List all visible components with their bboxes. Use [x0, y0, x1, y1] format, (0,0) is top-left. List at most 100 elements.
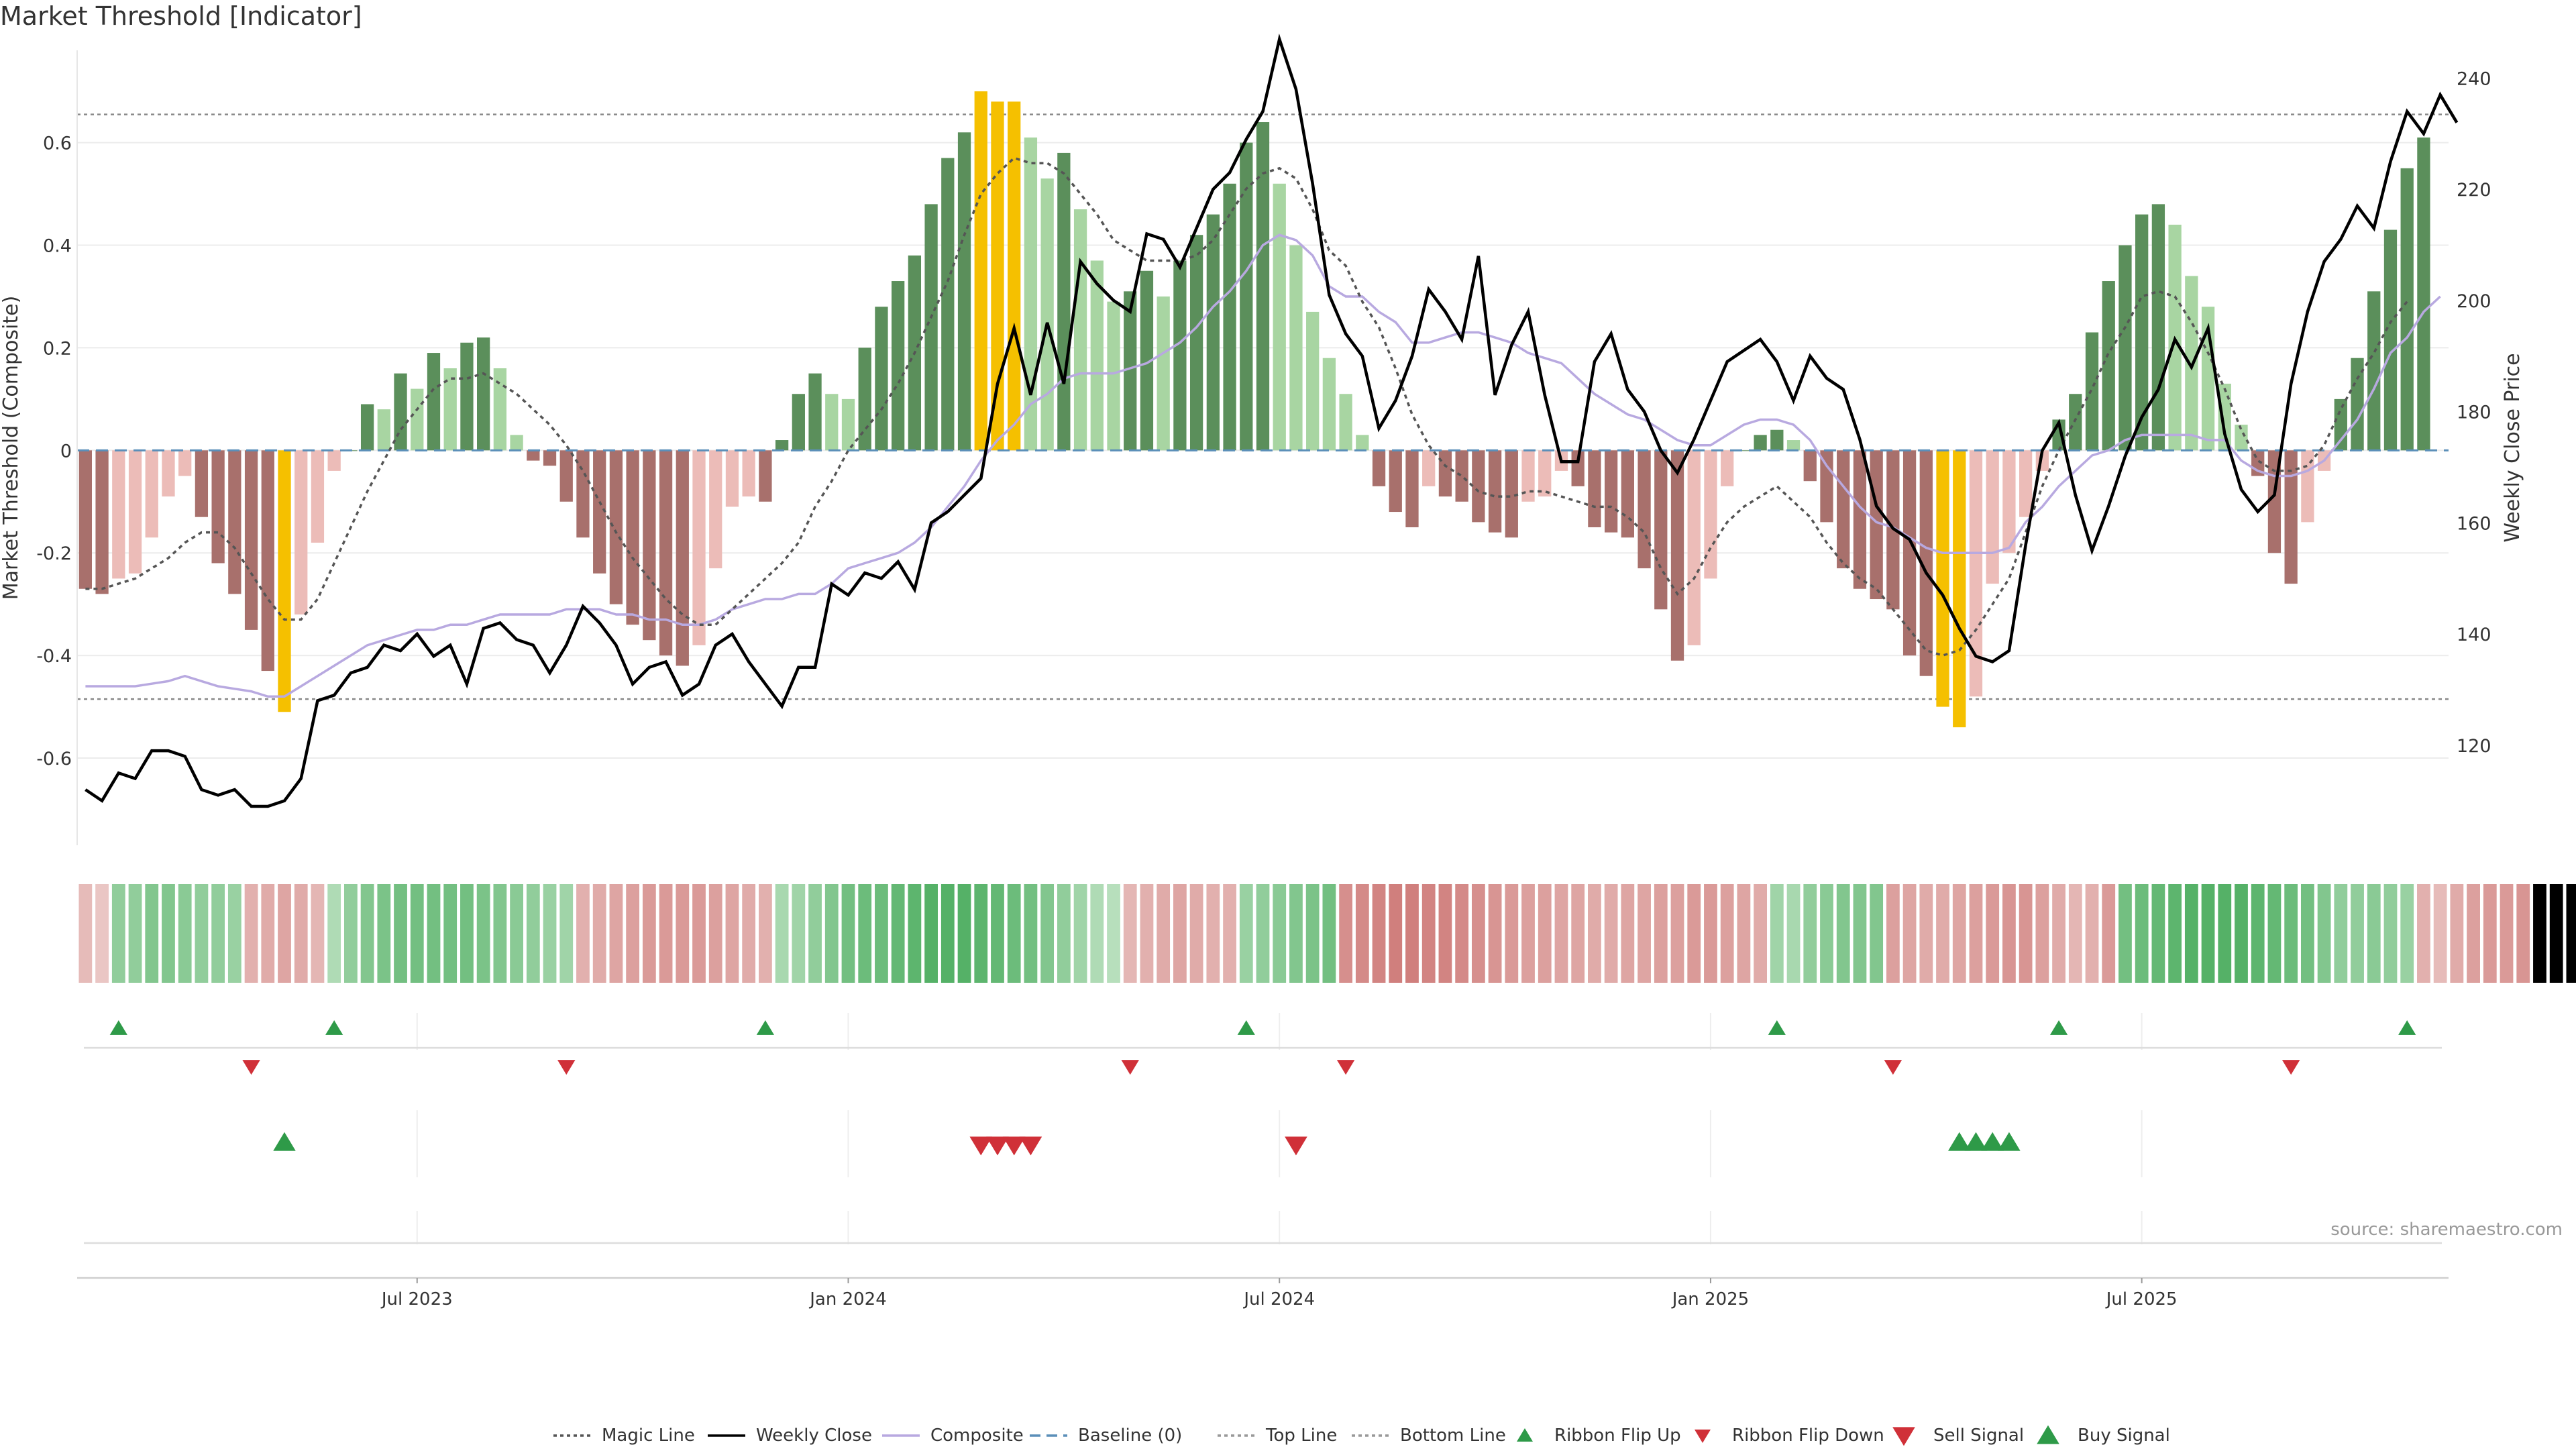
ribbon-cell	[493, 884, 507, 983]
ribbon-cell	[1853, 884, 1867, 983]
composite-bar	[78, 450, 93, 589]
ribbon-cell	[1654, 884, 1668, 983]
left-axis-label: Market Threshold (Composite)	[0, 296, 23, 600]
legend-label: Bottom Line	[1400, 1426, 1506, 1446]
composite-bar	[1140, 270, 1154, 451]
buy-signal-marker	[1964, 1132, 1988, 1151]
ribbon-cell	[2102, 884, 2116, 983]
composite-bar	[1969, 450, 1983, 697]
legend-label: Baseline (0)	[1078, 1426, 1182, 1446]
composite-bar	[1505, 450, 1518, 538]
legend-label: Buy Signal	[2078, 1426, 2170, 1446]
legend-item: Weekly Close	[708, 1426, 872, 1446]
composite-bar	[1754, 435, 1767, 451]
composite-bar	[2417, 137, 2430, 451]
composite-bar	[1073, 209, 1087, 451]
composite-bar	[2118, 245, 2132, 451]
composite-bar	[2383, 229, 2398, 451]
ribbon-flip-up-marker	[325, 1020, 343, 1035]
ribbon-cell	[858, 884, 872, 983]
composite-bar	[2151, 204, 2165, 451]
ribbon-cell	[2467, 884, 2480, 983]
ribbon-cell	[227, 884, 241, 983]
ribbon-cell	[1803, 884, 1817, 983]
composite-bar	[1721, 450, 1734, 486]
ribbon-cell	[2483, 884, 2497, 983]
composite-bar	[991, 101, 1004, 451]
composite-bar	[427, 353, 441, 451]
right-tick-label: 240	[2457, 68, 2491, 89]
buy-signal-marker	[1947, 1132, 1971, 1151]
right-tick-label: 160	[2457, 513, 2491, 534]
composite-bar	[2284, 450, 2298, 584]
ribbon-cell	[410, 884, 424, 983]
ribbon-cell	[576, 884, 590, 983]
ribbon-cell	[1720, 884, 1734, 983]
ribbon-cell	[908, 884, 922, 983]
ribbon-cell	[1621, 884, 1635, 983]
ribbon-cell	[2184, 884, 2198, 983]
composite-bar	[261, 450, 274, 672]
composite-bar	[559, 450, 573, 502]
composite-bar	[394, 373, 407, 451]
buy-signal-marker	[1981, 1132, 2004, 1151]
x-tick-label: Jan 2025	[1671, 1289, 1750, 1309]
ribbon-cell	[1902, 884, 1917, 983]
ribbon-cell	[1073, 884, 1087, 983]
composite-bar	[1438, 450, 1452, 497]
ribbon-cell	[1223, 884, 1236, 983]
ribbon-flip-down-marker	[1884, 1060, 1902, 1075]
ribbon-cell	[742, 884, 756, 983]
composite-bar	[858, 347, 871, 451]
x-tick-label: Jan 2024	[808, 1289, 887, 1309]
ribbon-cell	[1554, 884, 1568, 983]
ribbon-cell	[2035, 884, 2049, 983]
ribbon-cell	[1157, 884, 1171, 983]
composite-bar	[759, 450, 772, 502]
ribbon-cell	[792, 884, 806, 983]
left-tick-label: -0.2	[36, 543, 72, 564]
composite-bar	[178, 450, 192, 476]
composite-bar	[278, 450, 291, 712]
composite-bar	[2218, 383, 2231, 451]
composite-bar	[1289, 245, 1303, 451]
composite-bar	[510, 435, 523, 451]
ribbon-cell	[1786, 884, 1801, 983]
ribbon-cell	[343, 884, 358, 983]
composite-bar	[1256, 122, 1270, 451]
composite-bar	[1372, 450, 1386, 486]
composite-bar	[1638, 450, 1651, 569]
composite-bar	[543, 450, 557, 466]
ribbon-cell	[1040, 884, 1055, 983]
ribbon-cell	[476, 884, 490, 983]
ribbon-cell	[875, 884, 888, 983]
composite-bar	[2334, 398, 2347, 451]
ribbon-cell	[2500, 884, 2514, 983]
composite-bar	[892, 281, 905, 451]
ribbon-cell	[824, 884, 839, 983]
ribbon-cell	[2367, 884, 2381, 983]
ribbon-cell	[1737, 884, 1751, 983]
left-tick-label: 0	[60, 441, 72, 462]
composite-bar	[527, 450, 540, 461]
composite-bar	[1455, 450, 1468, 502]
ribbon-flip-down-marker	[557, 1060, 576, 1075]
ribbon-cell	[1604, 884, 1618, 983]
source-label: source: sharemaestro.com	[2330, 1220, 2563, 1240]
ribbon-cell	[1505, 884, 1519, 983]
ribbon-cell	[1670, 884, 1684, 983]
composite-bar	[1024, 137, 1038, 451]
composite-bar	[1422, 450, 1436, 486]
composite-bar	[875, 307, 888, 451]
buy-signal-marker	[273, 1132, 296, 1151]
ribbon-cell	[543, 884, 557, 983]
composite-bar	[643, 450, 656, 641]
composite-bar	[1173, 260, 1187, 451]
ribbon-cell	[394, 884, 407, 983]
composite-bar	[1472, 450, 1485, 523]
legend-item: Ribbon Flip Down	[1695, 1426, 1884, 1446]
sell-signal-marker	[1002, 1136, 1026, 1156]
composite-bar	[195, 450, 209, 517]
left-tick-label: 0.2	[43, 338, 72, 359]
composite-bar	[808, 373, 822, 451]
